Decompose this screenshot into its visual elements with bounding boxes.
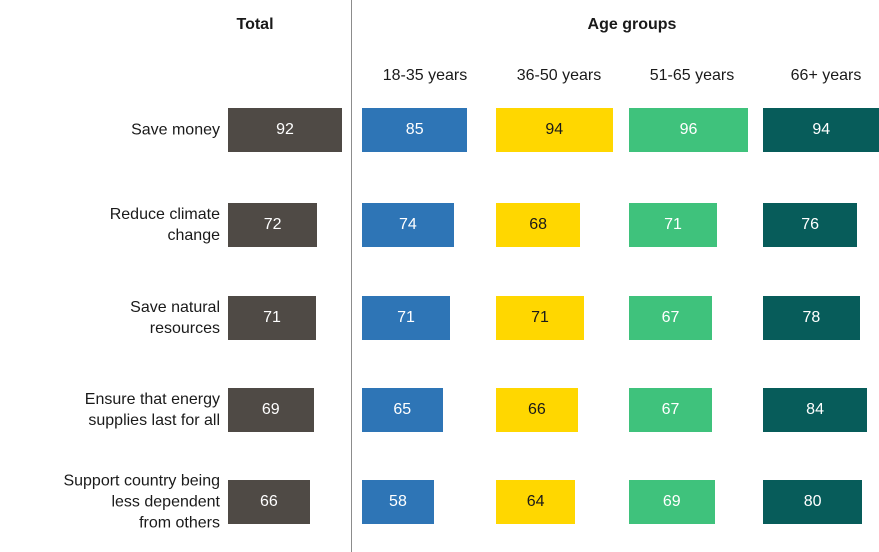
bar	[362, 203, 454, 247]
value-label: 78	[802, 309, 821, 326]
category-label: Support country being less dependent fro…	[63, 472, 220, 532]
value-label: 72	[263, 216, 282, 233]
value-label: 92	[276, 121, 294, 138]
value-label: 65	[393, 401, 412, 418]
value-label: 84	[806, 401, 824, 418]
value-label: 71	[263, 309, 281, 326]
group-header: Age groups	[587, 16, 677, 33]
value-label: 80	[803, 493, 822, 510]
bar	[228, 388, 314, 432]
column-header: 66+ years	[790, 67, 862, 84]
category-label: Save natural resources	[130, 299, 220, 337]
bar	[228, 480, 310, 524]
category-label: Ensure that energy supplies last for all	[84, 391, 220, 429]
value-label: 64	[526, 493, 545, 510]
column-header: Total	[236, 16, 274, 33]
value-label: 69	[662, 493, 681, 510]
value-label: 71	[531, 309, 549, 326]
bar	[629, 296, 713, 340]
value-label: 85	[405, 121, 424, 138]
value-label: 96	[679, 121, 698, 138]
bar	[763, 480, 863, 524]
bar	[362, 108, 468, 152]
bar	[763, 388, 868, 432]
value-label: 58	[389, 493, 407, 510]
bar	[228, 108, 343, 152]
bar	[362, 480, 434, 524]
category-label: Reduce climate change	[109, 206, 220, 244]
bar	[629, 388, 713, 432]
bar	[629, 203, 718, 247]
bar	[496, 108, 613, 152]
bar	[496, 480, 576, 524]
value-label: 66	[528, 401, 546, 418]
value-label: 94	[545, 121, 564, 138]
value-label: 94	[812, 121, 831, 138]
bar	[496, 296, 585, 340]
bar	[763, 203, 858, 247]
divider	[351, 0, 352, 552]
column-header: 18-35 years	[382, 67, 468, 84]
value-label: 71	[397, 309, 415, 326]
value-label: 67	[661, 309, 680, 326]
bar	[629, 108, 749, 152]
bar	[362, 296, 451, 340]
bar	[228, 296, 317, 340]
category-label: Save money	[131, 121, 220, 139]
bar	[629, 480, 715, 524]
value-label: 69	[261, 401, 280, 418]
column-header: 36-50 years	[516, 67, 602, 84]
bar	[496, 203, 581, 247]
value-label: 74	[398, 216, 417, 233]
value-label: 76	[801, 216, 820, 233]
value-label: 66	[260, 493, 278, 510]
bar	[763, 108, 879, 152]
bar	[763, 296, 860, 340]
value-label: 71	[664, 216, 682, 233]
value-label: 67	[661, 401, 680, 418]
bar	[496, 388, 578, 432]
value-label: 68	[529, 216, 548, 233]
bar	[362, 388, 443, 432]
bar	[228, 203, 318, 247]
column-header: 51-65 years	[649, 67, 735, 84]
